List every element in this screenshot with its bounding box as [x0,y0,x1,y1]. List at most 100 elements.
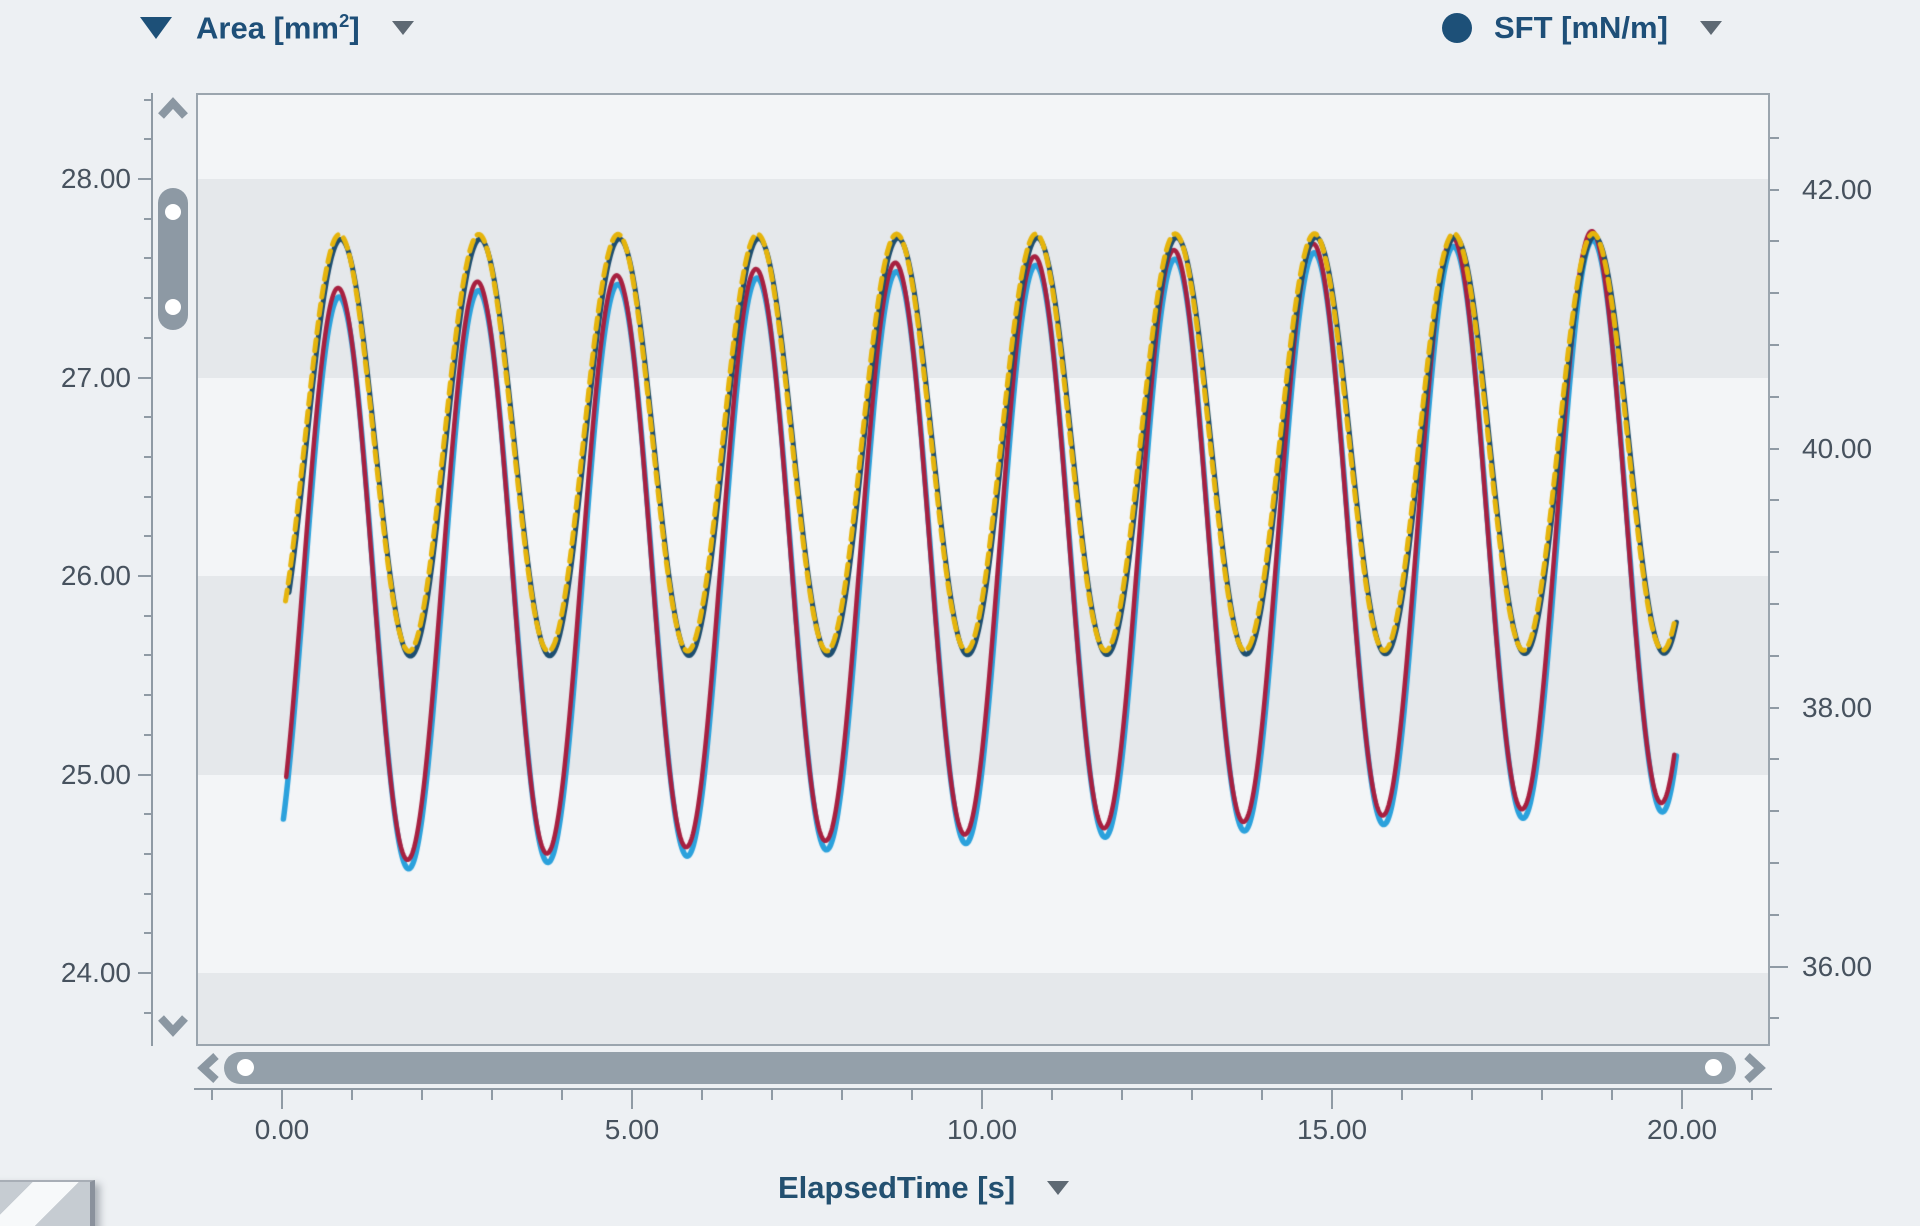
axis-tick [1770,447,1779,450]
axis-tick [138,376,151,379]
axis-tick [144,654,151,657]
y-left-tick-label: 25.00 [60,758,131,790]
axis-tick [211,1090,213,1100]
axis-tick [138,575,151,577]
circle-marker-icon [1442,13,1472,43]
x-axis-selector[interactable]: ElapsedTime [s] [778,1170,1070,1206]
horizontal-scrollbar-thumb[interactable] [224,1052,1736,1084]
axis-tick [144,416,151,419]
y-left-tick-label: 24.00 [60,957,131,988]
axis-tick [144,336,151,339]
axis-tick [144,535,151,538]
x-tick-label: 5.00 [604,1114,660,1145]
axis-tick [144,217,151,220]
axis-tick [1401,1090,1403,1100]
axis-tick [1681,1090,1683,1109]
axis-tick [144,614,151,617]
y-right-tick-label: 38.00 [1802,691,1873,723]
axis-tick [144,1011,151,1014]
axis-tick [144,455,151,458]
chevron-down-icon[interactable] [391,21,414,36]
axis-tick [138,773,151,776]
axis-tick [911,1090,913,1100]
axis-tick [1770,551,1779,554]
left-axis-selector[interactable]: Area [mm2] [140,10,414,46]
left-axis-line [151,93,153,1046]
y-right-tick-label: 40.00 [1802,432,1873,464]
axis-tick [138,972,151,974]
axis-tick [1770,136,1779,139]
axis-tick [1770,292,1779,295]
axis-tick [1770,810,1779,813]
axis-tick [1331,1090,1333,1109]
axis-tick [144,892,151,895]
vertical-scrollbar-thumb[interactable] [158,188,188,330]
axis-tick [1770,343,1779,346]
axis-tick [1770,395,1779,398]
axis-tick [1191,1090,1193,1100]
y-left-tick-label: 28.00 [60,163,131,194]
right-axis-selector[interactable]: SFT [mN/m] [1442,10,1722,46]
scroll-up-icon[interactable] [156,96,190,124]
y-right-tick-label: 42.00 [1802,173,1873,205]
axis-tick [1770,602,1779,605]
axis-tick [771,1090,773,1100]
thumb-grip-dot[interactable] [165,299,181,315]
corner-panel-button[interactable] [0,1180,95,1226]
x-axis-title: ElapsedTime [s] [778,1170,1016,1205]
axis-tick [144,932,151,935]
right-axis-title: SFT [mN/m] [1494,10,1668,45]
axis-tick [144,98,151,101]
axis-tick [1770,1017,1779,1020]
x-tick-label: 20.00 [1646,1114,1718,1145]
scroll-down-icon[interactable] [156,1010,190,1038]
axis-tick [1770,654,1779,657]
axis-tick [1770,240,1779,243]
axis-tick [144,257,151,260]
chevron-down-icon[interactable] [1047,1181,1070,1195]
x-tick-label: 10.00 [946,1114,1018,1145]
axis-tick [144,495,151,498]
axis-tick [631,1090,633,1109]
chart-curves-canvas[interactable] [198,95,1766,1042]
axis-tick [138,178,151,180]
y-left-tick-label: 27.00 [60,361,131,393]
y-left-tick-label: 26.00 [60,560,131,591]
axis-tick [1770,499,1779,502]
thumb-grip-dot[interactable] [165,204,181,220]
scroll-right-icon[interactable] [1740,1051,1768,1085]
axis-tick [1541,1090,1543,1100]
axis-tick [561,1090,563,1100]
axis-tick [981,1090,983,1109]
axis-tick [1471,1090,1473,1100]
axis-tick [1770,188,1779,191]
axis-tick [144,694,151,697]
x-tick-label: 0.00 [254,1114,310,1145]
axis-tick [1770,758,1779,761]
x-tick-label: 15.00 [1296,1114,1368,1145]
y-right-tick-label: 36.00 [1802,950,1873,982]
chevron-down-icon[interactable] [1699,21,1722,35]
axis-tick [1770,706,1779,709]
scroll-left-icon[interactable] [195,1051,223,1085]
axis-tick [144,852,151,855]
thumb-grip-dot[interactable] [237,1059,254,1076]
thumb-grip-dot[interactable] [1705,1059,1722,1076]
axis-tick [144,297,151,300]
axis-tick [1770,965,1788,968]
axis-tick [144,138,151,141]
left-axis-title: Area [mm2] [196,10,360,46]
axis-tick [1261,1090,1263,1100]
axis-tick [1611,1090,1613,1100]
axis-tick [1751,1090,1753,1100]
axis-tick [1770,861,1779,864]
x-axis-line [194,1088,1772,1090]
axis-tick [144,813,151,816]
axis-tick [1051,1090,1053,1100]
axis-tick [144,733,151,736]
triangle-down-marker-icon [140,17,172,40]
axis-tick [281,1090,283,1109]
axis-tick [1770,913,1779,916]
axis-tick [421,1090,423,1100]
